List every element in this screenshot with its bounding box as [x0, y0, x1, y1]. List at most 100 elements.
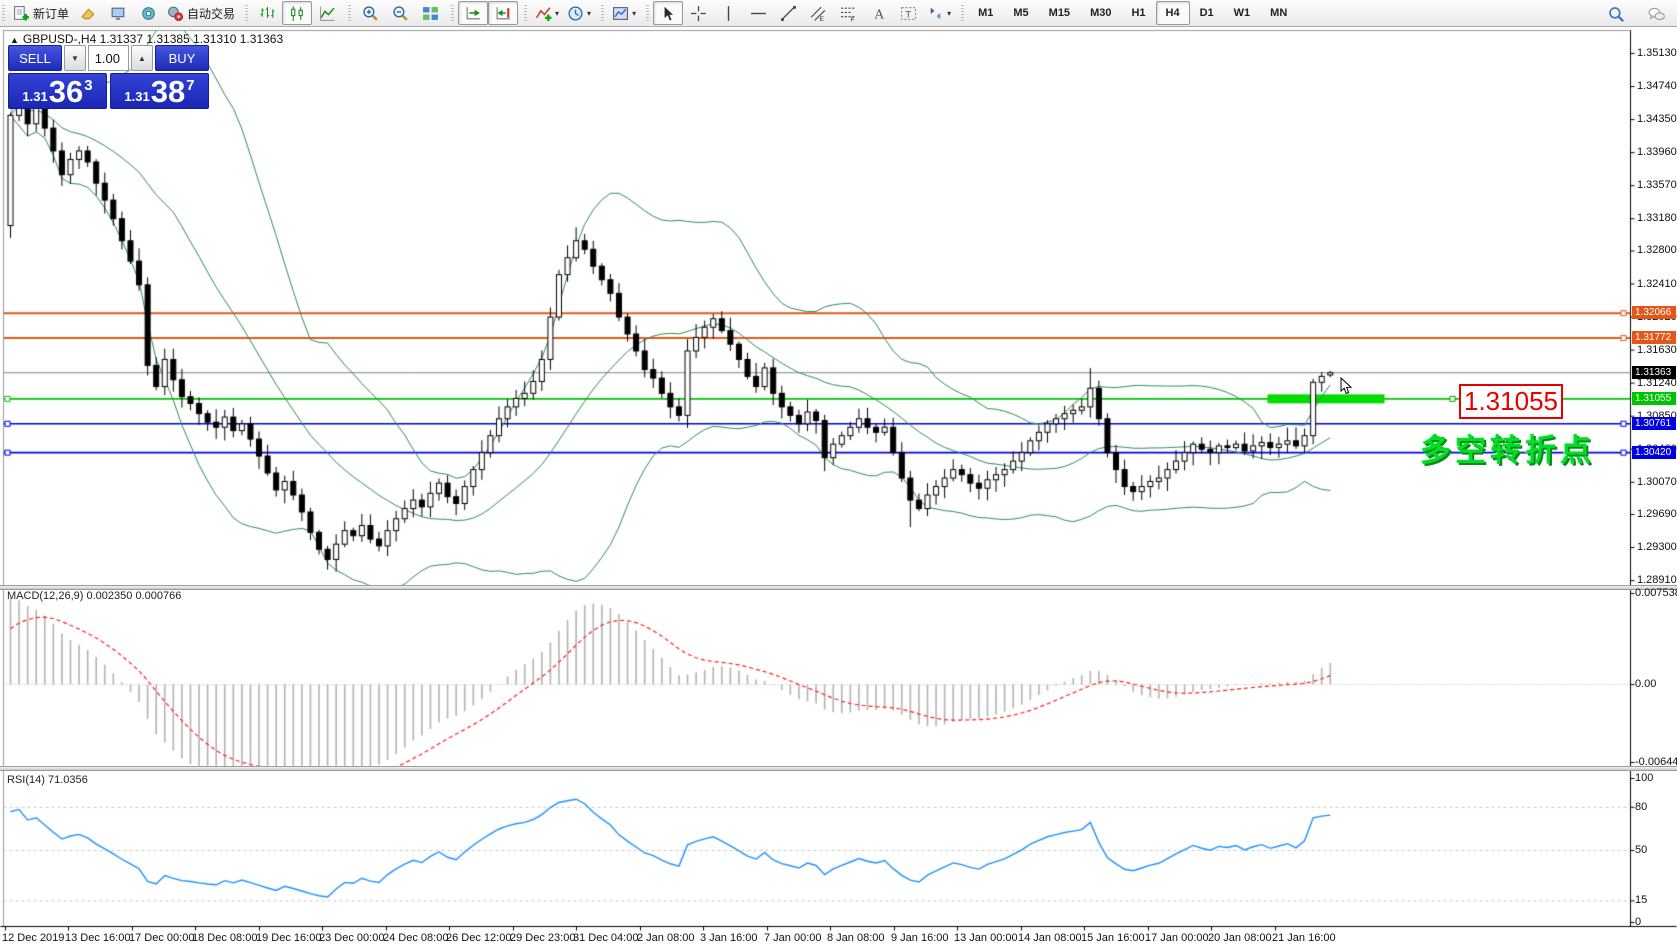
time-axis-label: 7 Jan 00:00 [764, 932, 822, 944]
autotrading-label: 自动交易 [187, 6, 236, 21]
text-label-icon: T [900, 5, 917, 22]
tf-h4-button[interactable]: H4 [1155, 1, 1190, 25]
tf-m15-button[interactable]: M15 [1039, 1, 1080, 25]
tf-mn-button[interactable]: MN [1260, 1, 1297, 25]
tf-m15-label: M15 [1048, 7, 1071, 19]
auto-scroll-icon [465, 5, 482, 22]
volume-increase-button[interactable]: ▲ [131, 45, 153, 71]
tf-m1-button[interactable]: M1 [968, 1, 1003, 25]
sell-price-big: 36 [48, 74, 84, 109]
macd-tick-label: 0.00 [1635, 678, 1657, 691]
price-tick-label: 1.30070 [1637, 475, 1677, 488]
trendline-button[interactable] [773, 1, 803, 25]
auto-scroll-button[interactable] [458, 1, 489, 25]
time-axis-label: 26 Dec 12:00 [446, 932, 512, 944]
buy-button[interactable]: BUY [155, 45, 209, 71]
cursor-button[interactable] [653, 1, 684, 25]
vertical-line-button[interactable] [713, 1, 743, 25]
chart-shift-button[interactable] [488, 1, 519, 25]
dropdown-caret-icon: ▾ [587, 8, 592, 18]
dropdown-caret-icon: ▾ [632, 8, 637, 18]
price-level-label: 1.31772 [1632, 331, 1676, 345]
time-axis-label: 24 Dec 08:00 [383, 932, 449, 944]
collapse-icon[interactable]: ▲ [10, 35, 19, 45]
time-axis-label: 31 Dec 04:00 [573, 932, 639, 944]
time-axis-label: 12 Dec 2019 [2, 932, 65, 944]
horizontal-line-button[interactable] [743, 1, 773, 25]
equidistant-channel-button[interactable]: E [803, 1, 833, 25]
price-tick-label: 1.31240 [1637, 376, 1677, 389]
chart-shift-icon [495, 5, 512, 22]
tf-m30-button[interactable]: M30 [1080, 1, 1121, 25]
line-chart-button[interactable] [312, 1, 342, 25]
monitor-icon [110, 5, 127, 22]
volume-decrease-button[interactable]: ▼ [64, 45, 86, 71]
one-click-trading-panel: SELL ▼ 1.00 ▲ BUY 1.31 36 3 1.31 38 7 [8, 45, 209, 109]
price-annotation-box[interactable]: 1.31055 [1459, 384, 1563, 419]
tf-h4-label: H4 [1165, 7, 1180, 19]
tf-m5-button[interactable]: M5 [1003, 1, 1038, 25]
tile-windows-button[interactable] [415, 1, 445, 25]
ohlc-values: 1.31337 1.31385 1.31310 1.31363 [99, 32, 284, 46]
indicators-icon [535, 5, 552, 22]
price-tick-label: 1.33960 [1637, 146, 1677, 159]
bar-chart-icon [259, 5, 276, 22]
cn-annotation-text[interactable]: 多空转折点 [1420, 433, 1595, 468]
time-axis-label: 15 Jan 16:00 [1081, 932, 1145, 944]
periods-button[interactable]: ▾ [563, 1, 595, 25]
crosshair-icon [690, 5, 707, 22]
sell-button[interactable]: SELL [8, 45, 62, 71]
search-button[interactable] [1601, 2, 1631, 26]
fibonacci-retracement-button[interactable]: F [833, 1, 863, 25]
candlestick-chart-button[interactable] [282, 1, 313, 25]
tf-h1-button[interactable]: H1 [1121, 1, 1155, 25]
time-axis-label: 20 Jan 08:00 [1208, 932, 1272, 944]
price-chart-canvas[interactable] [0, 27, 1677, 949]
price-tick-label: 1.32800 [1637, 244, 1677, 257]
arrows-button[interactable]: ▾ [923, 1, 955, 25]
price-tick-label: 1.32410 [1637, 277, 1677, 290]
clock-icon [567, 5, 584, 22]
price-axis[interactable] [1630, 30, 1677, 926]
pane-splitter-macd[interactable] [0, 585, 1677, 590]
time-axis-label: 29 Dec 23:00 [510, 932, 576, 944]
toolbar-group: ▾ [599, 0, 644, 26]
text-button[interactable]: A [863, 1, 893, 25]
sell-price-prefix: 1.31 [22, 89, 48, 104]
chart-eraser-button[interactable] [73, 1, 103, 25]
indicators-button[interactable]: ▾ [531, 1, 563, 25]
pane-splitter-rsi[interactable] [0, 766, 1677, 771]
svg-text:F: F [850, 16, 854, 22]
new-order-button[interactable]: 新订单 [9, 1, 73, 25]
buy-price-button[interactable]: 1.31 38 7 [110, 73, 209, 109]
text-label-button[interactable]: T [893, 1, 923, 25]
data-window-button[interactable] [103, 1, 133, 25]
sound-alerts-button[interactable] [133, 1, 163, 25]
svg-text:T: T [905, 9, 911, 20]
tf-m1-label: M1 [978, 7, 994, 19]
bar-chart-button[interactable] [252, 1, 282, 25]
community-chat-button[interactable] [1641, 2, 1671, 26]
tf-w1-label: W1 [1233, 7, 1251, 19]
time-axis-label: 18 Dec 08:00 [192, 932, 258, 944]
zoom-out-button[interactable] [385, 1, 415, 25]
price-tick-label: 1.31630 [1637, 343, 1677, 356]
tf-w1-button[interactable]: W1 [1224, 1, 1261, 25]
price-level-label: 1.32066 [1632, 306, 1676, 320]
svg-text:A: A [874, 6, 884, 21]
price-tick-label: 1.33570 [1637, 179, 1677, 192]
rsi-label: RSI(14) 71.0356 [7, 774, 88, 786]
templates-button[interactable]: ▾ [608, 1, 640, 25]
volume-input[interactable]: 1.00 [88, 45, 129, 71]
crosshair-button[interactable] [683, 1, 713, 25]
autotrading-button[interactable]: 自动交易 [163, 1, 239, 25]
time-axis[interactable] [0, 926, 1630, 949]
price-tick-label: 1.28910 [1637, 574, 1677, 587]
time-axis-label: 17 Dec 00:00 [129, 932, 195, 944]
price-level-label: 1.30761 [1632, 416, 1676, 430]
sell-price-button[interactable]: 1.31 36 3 [8, 73, 107, 109]
rsi-tick-label: 15 [1635, 894, 1648, 907]
zoom-in-button[interactable] [355, 1, 385, 25]
cursor-icon [660, 4, 677, 22]
tf-d1-button[interactable]: D1 [1190, 1, 1224, 25]
